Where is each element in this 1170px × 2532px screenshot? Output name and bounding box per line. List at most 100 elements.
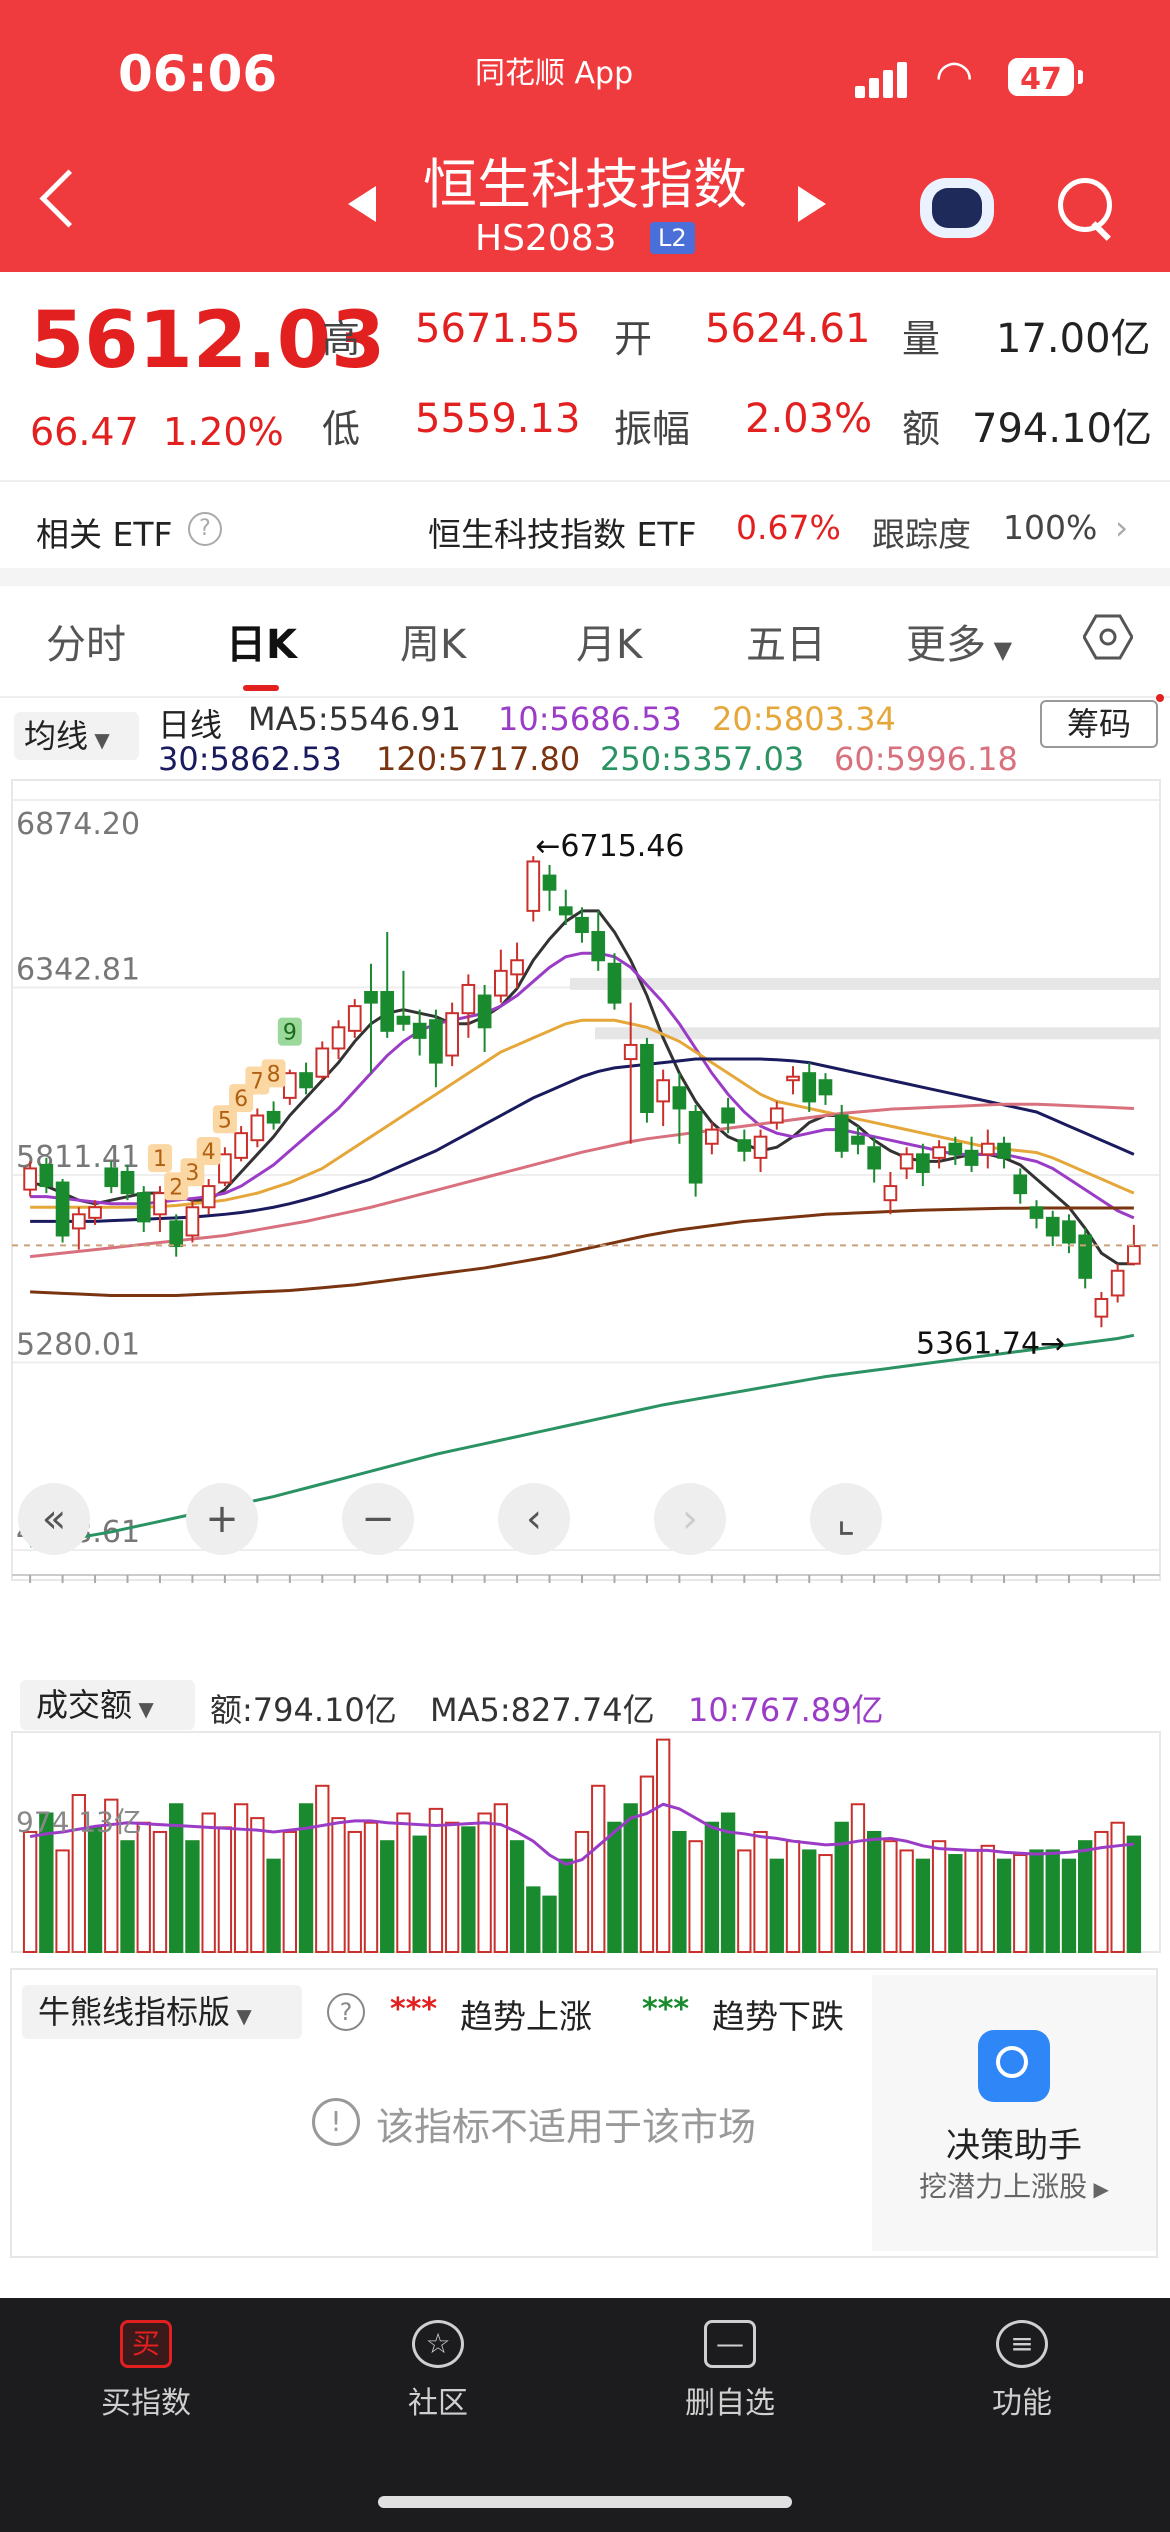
open-label: 开 — [614, 317, 653, 361]
nav-label: 删自选 — [685, 2386, 775, 2421]
indicator-select[interactable]: 牛熊线指标版 ▼ — [22, 1985, 302, 2039]
scroll-right-icon[interactable]: › — [654, 1483, 726, 1555]
candle-up — [347, 1005, 362, 1032]
candle-down — [1029, 1206, 1044, 1219]
candle-up — [88, 1206, 102, 1219]
candle-up — [1094, 1297, 1109, 1318]
volume-label: 量 — [902, 317, 941, 361]
nav-remove-watchlist[interactable]: — 删自选 — [630, 2320, 830, 2422]
candle-down — [575, 916, 589, 934]
candle-down — [39, 1163, 54, 1188]
chevron-right-icon[interactable]: › — [1115, 508, 1129, 547]
line-label: 日线 — [158, 706, 223, 744]
tab-five-day[interactable]: 五日 — [746, 622, 826, 668]
change-pct: 1.20% — [162, 410, 284, 454]
assistant-subtitle[interactable]: 挖潜力上涨股 ▶ — [872, 2165, 1156, 2205]
tab-more[interactable]: 更多 ▼ — [906, 612, 1012, 670]
volume-bar-up — [1094, 1830, 1109, 1953]
volume-bar-down — [996, 1858, 1012, 1953]
td-marker — [212, 1105, 237, 1134]
volume-bar-down — [769, 1858, 784, 1953]
nav-buy-index[interactable]: 买 买指数 — [46, 2320, 246, 2422]
volume-bar-down — [509, 1840, 525, 1953]
volume-bar-up — [22, 1830, 38, 1953]
etf-name[interactable]: 恒生科技指数 ETF — [428, 515, 697, 554]
fullscreen-icon[interactable]: ⌞ — [810, 1483, 882, 1555]
volume-chart[interactable]: 974.13亿 — [0, 1730, 1170, 1955]
candle-up — [705, 1128, 719, 1145]
tab-intraday[interactable]: 分时 — [46, 622, 126, 668]
volume-bar-down — [412, 1835, 427, 1953]
candle-down — [104, 1167, 119, 1188]
candle-down — [1078, 1234, 1093, 1279]
td-marker — [277, 1017, 302, 1046]
collapse-left-icon[interactable]: « — [18, 1483, 90, 1555]
zoom-out-icon[interactable]: − — [342, 1483, 414, 1555]
buy-icon: 买 — [120, 2320, 172, 2368]
next-index-icon[interactable] — [798, 186, 826, 222]
section-gap — [0, 568, 1170, 586]
tab-monthly-k[interactable]: 月K — [576, 622, 643, 668]
bottom-nav: 买 买指数 ☆ 社区 — 删自选 ≡ 功能 — [0, 2298, 1170, 2532]
assistant-title[interactable]: 决策助手 — [946, 2126, 1082, 2166]
candle-down — [688, 1110, 703, 1184]
volume-bar-up — [104, 1798, 119, 1954]
candle-down — [364, 991, 378, 1004]
volume-bar-up — [71, 1794, 86, 1954]
candle-down — [558, 906, 573, 916]
td-marker — [196, 1137, 221, 1166]
tab-weekly-k[interactable]: 周K — [400, 622, 467, 668]
app-tag: 同花顺 App — [475, 56, 634, 91]
help-icon[interactable]: ? — [327, 1993, 365, 2031]
assistant-icon[interactable] — [978, 2030, 1050, 2102]
volume-bar-down — [87, 1826, 103, 1953]
open-value: 5624.61 — [705, 306, 871, 352]
candle-up — [250, 1114, 265, 1142]
ma-select[interactable]: 均线 ▼ — [14, 712, 139, 760]
candle-down — [1013, 1174, 1028, 1195]
resistance-band — [570, 977, 1160, 990]
nav-label: 功能 — [992, 2386, 1052, 2421]
search-icon[interactable] — [1058, 178, 1112, 232]
ma20-value: 20:5803.34 — [712, 700, 896, 738]
back-icon[interactable] — [39, 169, 98, 228]
volume-bar-down — [867, 1830, 882, 1953]
chip-button[interactable]: 筹码 — [1040, 700, 1158, 748]
amplitude-value: 2.03% — [745, 396, 873, 442]
volume-bar-up — [493, 1803, 509, 1953]
amplitude-label: 振幅 — [614, 407, 691, 451]
td-marker-label: 9 — [283, 1021, 297, 1046]
candle-up — [932, 1146, 946, 1159]
volume-bar-up — [444, 1821, 460, 1953]
candle-up — [1110, 1269, 1125, 1297]
volume-bar-up — [233, 1803, 249, 1953]
volume-bar-down — [1126, 1835, 1142, 1953]
volume-bar-down — [380, 1840, 395, 1953]
td-marker — [180, 1158, 205, 1187]
volume-select[interactable]: 成交额 ▼ — [20, 1680, 195, 1730]
volume-y-tick: 974.13亿 — [16, 1806, 142, 1839]
volume-bar-up — [964, 1849, 979, 1953]
settings-icon[interactable] — [1083, 612, 1133, 662]
candle-up — [899, 1153, 914, 1170]
candlestick-chart[interactable]: 6874.206342.815811.415280.014748.6112345… — [0, 775, 1170, 1585]
indicator-message: 该指标不适用于该市场 — [376, 2105, 757, 2149]
volume-bar-up — [883, 1840, 898, 1953]
nav-functions[interactable]: ≡ 功能 — [922, 2320, 1122, 2422]
candle-down — [542, 874, 557, 891]
nav-label: 社区 — [408, 2386, 468, 2421]
ma-line-60 — [29, 1102, 1134, 1259]
volume-bar-up — [688, 1840, 703, 1953]
active-tab-indicator — [243, 685, 279, 691]
home-indicator — [378, 2496, 792, 2508]
nav-community[interactable]: ☆ 社区 — [338, 2320, 538, 2422]
candle-down — [802, 1072, 817, 1103]
help-icon[interactable]: ? — [188, 512, 222, 546]
remove-watchlist-icon: — — [704, 2320, 756, 2368]
tab-daily-k[interactable]: 日K — [226, 622, 297, 668]
td-marker-label: 3 — [185, 1161, 199, 1186]
prev-index-icon[interactable] — [348, 186, 376, 222]
zoom-in-icon[interactable]: + — [186, 1483, 258, 1555]
scroll-left-icon[interactable]: ‹ — [498, 1483, 570, 1555]
assistant-card[interactable] — [872, 1975, 1156, 2251]
